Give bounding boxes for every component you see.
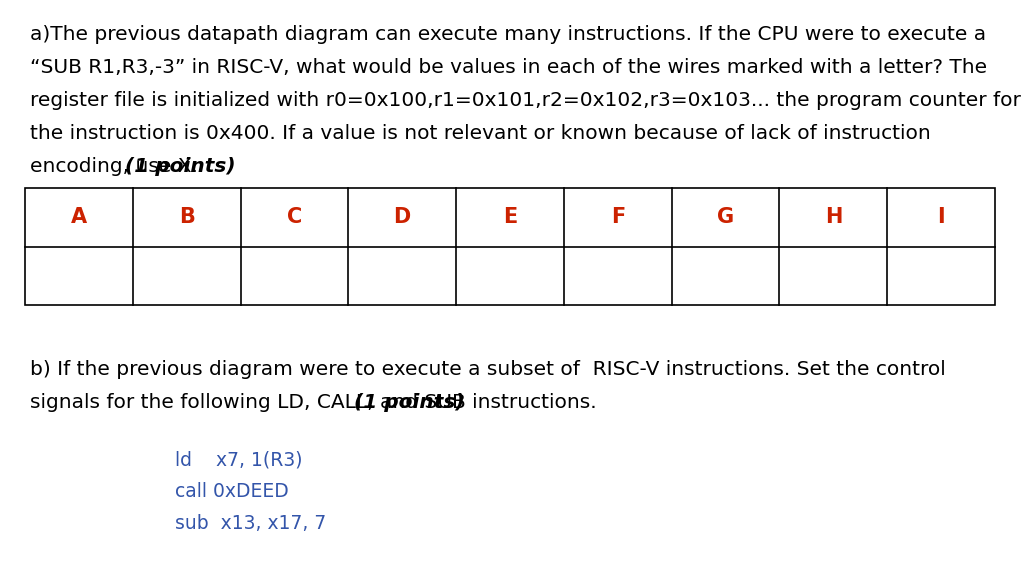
Text: E: E [503,207,517,227]
Text: b) If the previous diagram were to execute a subset of  RISC-V instructions. Set: b) If the previous diagram were to execu… [30,360,946,379]
Text: G: G [717,207,734,227]
Text: register file is initialized with r0=0x100,r1=0x101,r2=0x102,r3=0x103... the pro: register file is initialized with r0=0x1… [30,91,1021,110]
Text: A: A [71,207,87,227]
Text: I: I [937,207,945,227]
Text: (1 points): (1 points) [353,393,465,412]
Text: D: D [393,207,411,227]
Text: H: H [824,207,842,227]
Text: ld    x7, 1(R3): ld x7, 1(R3) [175,450,302,469]
Text: “SUB R1,R3,-3” in RISC-V, what would be values in each of the wires marked with : “SUB R1,R3,-3” in RISC-V, what would be … [30,58,987,77]
Text: signals for the following LD, CALL, and SUB instructions.: signals for the following LD, CALL, and … [30,393,603,412]
Bar [25,188,995,305]
Text: a)The previous datapath diagram can execute many instructions. If the CPU were t: a)The previous datapath diagram can exec… [30,25,986,44]
Text: B: B [179,207,195,227]
Text: C: C [287,207,302,227]
Text: F: F [610,207,625,227]
Text: encoding, use X.: encoding, use X. [30,157,204,176]
Text: (1 points): (1 points) [125,157,236,176]
Text: sub  x13, x17, 7: sub x13, x17, 7 [175,514,327,533]
Text: the instruction is 0x400. If a value is not relevant or known because of lack of: the instruction is 0x400. If a value is … [30,124,931,143]
Text: call 0xDEED: call 0xDEED [175,482,289,501]
